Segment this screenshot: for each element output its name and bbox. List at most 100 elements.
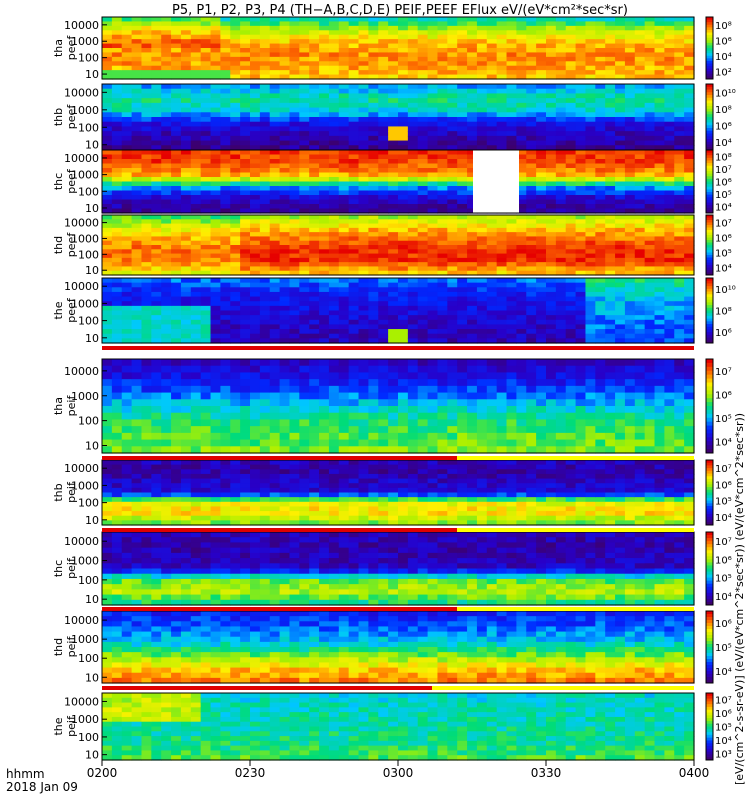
heatmap-cell bbox=[546, 338, 557, 344]
heatmap-cell bbox=[289, 43, 300, 49]
heatmap-cell bbox=[634, 98, 646, 104]
heatmap-cell bbox=[131, 74, 143, 80]
heatmap-cell bbox=[516, 282, 527, 288]
heatmap-cell bbox=[467, 159, 478, 165]
heatmap-cell bbox=[378, 98, 389, 104]
heatmap-cell bbox=[151, 177, 162, 183]
heatmap-cell bbox=[161, 385, 172, 394]
heatmap-cell bbox=[121, 365, 133, 374]
heatmap-cell bbox=[496, 84, 508, 90]
heatmap-cell bbox=[111, 278, 123, 284]
heatmap-cell bbox=[240, 154, 251, 160]
panel-y-label: peef bbox=[65, 232, 78, 258]
heatmap-cell bbox=[368, 412, 379, 421]
heatmap-cell bbox=[476, 65, 488, 71]
heatmap-cell bbox=[141, 301, 152, 307]
heatmap-cell bbox=[516, 43, 527, 49]
heatmap-cell bbox=[457, 126, 468, 132]
heatmap-cell bbox=[309, 446, 320, 454]
heatmap-cell bbox=[111, 102, 123, 109]
heatmap-cell bbox=[111, 190, 123, 196]
heatmap-cell bbox=[210, 245, 221, 250]
heatmap-cell bbox=[664, 52, 675, 58]
heatmap-cell bbox=[506, 372, 517, 380]
heatmap-cell bbox=[674, 208, 685, 214]
heatmap-cell bbox=[565, 287, 577, 293]
heatmap-cell bbox=[506, 61, 517, 67]
heatmap-cell bbox=[684, 338, 695, 344]
heatmap-cell bbox=[644, 172, 656, 178]
heatmap-cell bbox=[299, 199, 310, 205]
heatmap-cell bbox=[210, 56, 221, 62]
heatmap-cell bbox=[161, 245, 172, 250]
heatmap-cell bbox=[161, 70, 172, 76]
heatmap-cell bbox=[674, 319, 685, 326]
heatmap-cell bbox=[368, 84, 379, 90]
heatmap-cell bbox=[447, 61, 458, 67]
heatmap-cell bbox=[674, 199, 685, 205]
heatmap-cell bbox=[516, 52, 527, 58]
heatmap-cell bbox=[190, 98, 202, 104]
heatmap-cell bbox=[516, 131, 527, 137]
heatmap-cell bbox=[250, 399, 261, 407]
heatmap-cell bbox=[180, 301, 192, 307]
heatmap-cell bbox=[605, 287, 616, 293]
heatmap-cell bbox=[358, 379, 369, 387]
heatmap-cell bbox=[565, 338, 577, 344]
heatmap-cell bbox=[437, 257, 448, 263]
heatmap-cell bbox=[161, 204, 172, 210]
heatmap-cell bbox=[388, 172, 399, 178]
heatmap-cell bbox=[526, 17, 537, 23]
heatmap-cell bbox=[279, 419, 291, 427]
heatmap-cell bbox=[605, 215, 616, 220]
heatmap-cell bbox=[220, 208, 231, 214]
heatmap-cell bbox=[210, 159, 221, 165]
heatmap-cell bbox=[131, 282, 143, 288]
heatmap-cell bbox=[654, 278, 665, 284]
heatmap-cell bbox=[102, 446, 113, 454]
heatmap-cell bbox=[615, 310, 626, 316]
heatmap-cell bbox=[388, 262, 399, 268]
heatmap-cell bbox=[240, 249, 251, 255]
heatmap-cell bbox=[565, 181, 577, 187]
heatmap-cell bbox=[615, 34, 626, 40]
heatmap-cell bbox=[417, 385, 429, 394]
heatmap-cell bbox=[634, 315, 646, 321]
heatmap-cell bbox=[309, 181, 320, 187]
heatmap-cell bbox=[674, 52, 685, 58]
heatmap-cell bbox=[141, 324, 152, 330]
heatmap-cell bbox=[190, 412, 202, 421]
heatmap-cell bbox=[220, 287, 231, 293]
heatmap-cell bbox=[506, 17, 517, 23]
heatmap-cell bbox=[269, 365, 281, 374]
heatmap-cell bbox=[358, 399, 369, 407]
heatmap-cell bbox=[319, 333, 330, 339]
heatmap-cell bbox=[506, 301, 517, 307]
heatmap-cell bbox=[634, 199, 646, 205]
heatmap-cell bbox=[279, 48, 291, 54]
heatmap-thd-peef bbox=[102, 215, 695, 276]
heatmap-cell bbox=[417, 190, 429, 196]
heatmap-cell bbox=[684, 215, 695, 220]
y-tick-label: 10 bbox=[85, 332, 99, 345]
heatmap-cell bbox=[161, 227, 172, 233]
heatmap-cell bbox=[259, 204, 271, 210]
heatmap-cell bbox=[171, 406, 182, 414]
heatmap-cell bbox=[417, 43, 429, 49]
heatmap-cell bbox=[309, 359, 320, 367]
heatmap-cell bbox=[427, 419, 439, 427]
heatmap-cell bbox=[486, 399, 498, 407]
heatmap-cell bbox=[358, 159, 369, 165]
heatmap-cell bbox=[368, 52, 379, 58]
heatmap-cell bbox=[447, 305, 458, 312]
heatmap-cell bbox=[427, 232, 439, 238]
heatmap-cell bbox=[190, 168, 202, 174]
heatmap-cell bbox=[457, 262, 468, 268]
heatmap-cell bbox=[368, 385, 379, 394]
heatmap-cell bbox=[565, 107, 577, 113]
heatmap-cell bbox=[259, 70, 271, 76]
heatmap-cell bbox=[309, 177, 320, 183]
heatmap-cell bbox=[624, 329, 636, 335]
heatmap-cell bbox=[536, 223, 547, 229]
heatmap-cell bbox=[180, 426, 192, 434]
